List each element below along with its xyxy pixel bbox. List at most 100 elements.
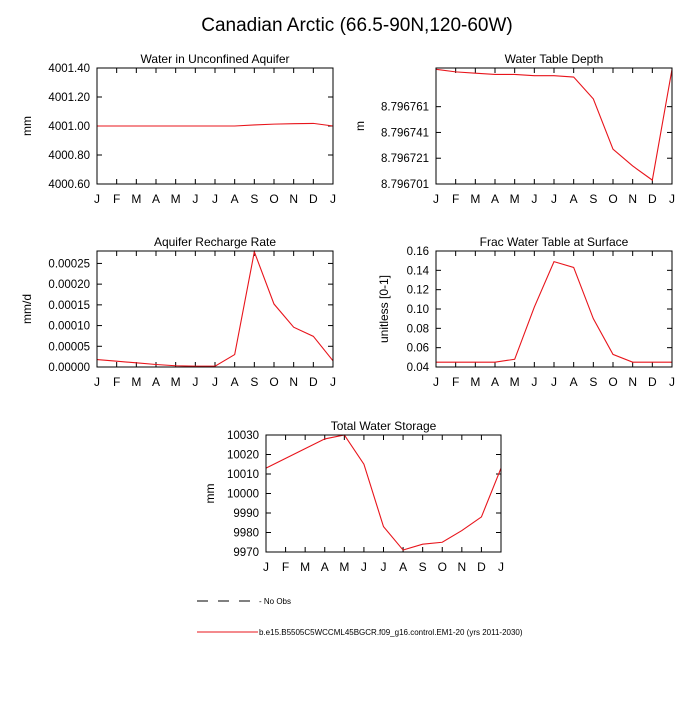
x-tick-label: M bbox=[171, 375, 181, 389]
y-tick-label: 4001.00 bbox=[48, 121, 90, 133]
x-tick-label: J bbox=[192, 375, 198, 389]
y-tick-label: 9990 bbox=[233, 508, 259, 520]
x-tick-label: A bbox=[399, 560, 407, 574]
x-tick-label: O bbox=[608, 375, 617, 389]
series-line bbox=[435, 68, 673, 182]
x-tick-label: M bbox=[510, 375, 520, 389]
x-tick-label: S bbox=[250, 375, 258, 389]
x-tick-label: M bbox=[131, 375, 141, 389]
x-tick-label: A bbox=[570, 375, 578, 389]
x-tick-label: F bbox=[282, 560, 289, 574]
x-tick-label: M bbox=[470, 375, 480, 389]
x-tick-label: J bbox=[381, 560, 387, 574]
x-tick-label: O bbox=[438, 560, 447, 574]
x-tick-label: S bbox=[250, 192, 258, 206]
plot-frame bbox=[96, 67, 334, 185]
x-tick-label: J bbox=[433, 192, 439, 206]
x-tick-label: F bbox=[452, 375, 459, 389]
x-tick-label: M bbox=[131, 192, 141, 206]
x-tick-label: A bbox=[152, 375, 160, 389]
y-tick-label: 8.796741 bbox=[381, 127, 429, 139]
x-tick-label: A bbox=[231, 192, 239, 206]
x-tick-label: J bbox=[669, 192, 675, 206]
x-tick-label: O bbox=[269, 192, 278, 206]
x-tick-label: A bbox=[491, 192, 499, 206]
y-tick-label: 8.796761 bbox=[381, 102, 429, 114]
x-tick-label: D bbox=[309, 192, 318, 206]
y-tick-label: 8.796701 bbox=[381, 179, 429, 191]
y-tick-label: 4000.60 bbox=[48, 179, 90, 191]
figure-title: Canadian Arctic (66.5-90N,120-60W) bbox=[201, 15, 513, 36]
x-tick-label: J bbox=[531, 375, 537, 389]
series-line bbox=[265, 434, 502, 551]
x-tick-label: J bbox=[551, 192, 557, 206]
x-tick-label: J bbox=[361, 560, 367, 574]
legend-label: - No Obs bbox=[259, 597, 291, 606]
x-tick-label: S bbox=[589, 375, 597, 389]
panel-title: Water Table Depth bbox=[505, 52, 604, 66]
y-axis-label: mm/d bbox=[20, 294, 34, 324]
y-axis-label: mm bbox=[20, 116, 34, 136]
panel-title: Total Water Storage bbox=[331, 419, 437, 433]
x-tick-label: N bbox=[289, 375, 298, 389]
y-tick-label: 0.12 bbox=[407, 285, 429, 297]
panel-title: Frac Water Table at Surface bbox=[480, 235, 629, 249]
y-tick-label: 0.06 bbox=[407, 343, 429, 355]
x-tick-label: A bbox=[491, 375, 499, 389]
legend-item: - No Obs bbox=[197, 597, 291, 606]
y-tick-label: 0.16 bbox=[407, 246, 429, 258]
x-tick-label: D bbox=[648, 375, 657, 389]
plot-frame bbox=[96, 250, 334, 368]
x-tick-label: N bbox=[289, 192, 298, 206]
y-tick-label: 4001.40 bbox=[48, 63, 90, 75]
y-tick-label: 4001.20 bbox=[48, 92, 90, 104]
y-tick-label: 10020 bbox=[227, 450, 259, 462]
series-line bbox=[436, 260, 672, 363]
x-tick-label: S bbox=[589, 192, 597, 206]
x-tick-label: M bbox=[470, 192, 480, 206]
x-tick-label: J bbox=[330, 375, 336, 389]
x-tick-label: D bbox=[309, 375, 318, 389]
y-tick-label: 0.10 bbox=[407, 304, 429, 316]
y-tick-label: 0.00005 bbox=[48, 341, 90, 353]
legend-label: b.e15.B5505C5WCCML45BGCR.f09_g16.control… bbox=[259, 628, 523, 637]
legend-item: b.e15.B5505C5WCCML45BGCR.f09_g16.control… bbox=[197, 628, 523, 637]
x-tick-label: A bbox=[231, 375, 239, 389]
y-axis-label: mm bbox=[203, 484, 217, 504]
y-tick-label: 9980 bbox=[233, 528, 259, 540]
y-tick-label: 4000.80 bbox=[48, 150, 90, 162]
y-axis-label: m bbox=[353, 121, 367, 131]
plot-frame bbox=[435, 250, 673, 368]
x-tick-label: A bbox=[321, 560, 329, 574]
x-tick-label: J bbox=[192, 192, 198, 206]
legend: - No Obs b.e15.B5505C5WCCML45BGCR.f09_g16… bbox=[197, 597, 523, 637]
x-tick-label: A bbox=[570, 192, 578, 206]
x-tick-label: J bbox=[263, 560, 269, 574]
x-tick-label: M bbox=[339, 560, 349, 574]
x-tick-label: N bbox=[457, 560, 466, 574]
series-line bbox=[97, 122, 334, 127]
x-tick-label: J bbox=[330, 192, 336, 206]
x-tick-label: F bbox=[452, 192, 459, 206]
x-tick-label: J bbox=[531, 192, 537, 206]
y-tick-label: 8.796721 bbox=[381, 153, 429, 165]
y-tick-label: 0.00020 bbox=[48, 279, 90, 291]
x-tick-label: N bbox=[628, 375, 637, 389]
panel-title: Aquifer Recharge Rate bbox=[154, 235, 276, 249]
x-tick-label: M bbox=[510, 192, 520, 206]
y-tick-label: 10030 bbox=[227, 430, 259, 442]
x-tick-label: S bbox=[419, 560, 427, 574]
y-axis-label: unitless [0-1] bbox=[377, 275, 391, 343]
x-tick-label: M bbox=[171, 192, 181, 206]
y-tick-label: 0.08 bbox=[407, 323, 429, 335]
x-tick-label: D bbox=[477, 560, 486, 574]
panel-title: Water in Unconfined Aquifer bbox=[141, 52, 290, 66]
x-tick-label: A bbox=[152, 192, 160, 206]
